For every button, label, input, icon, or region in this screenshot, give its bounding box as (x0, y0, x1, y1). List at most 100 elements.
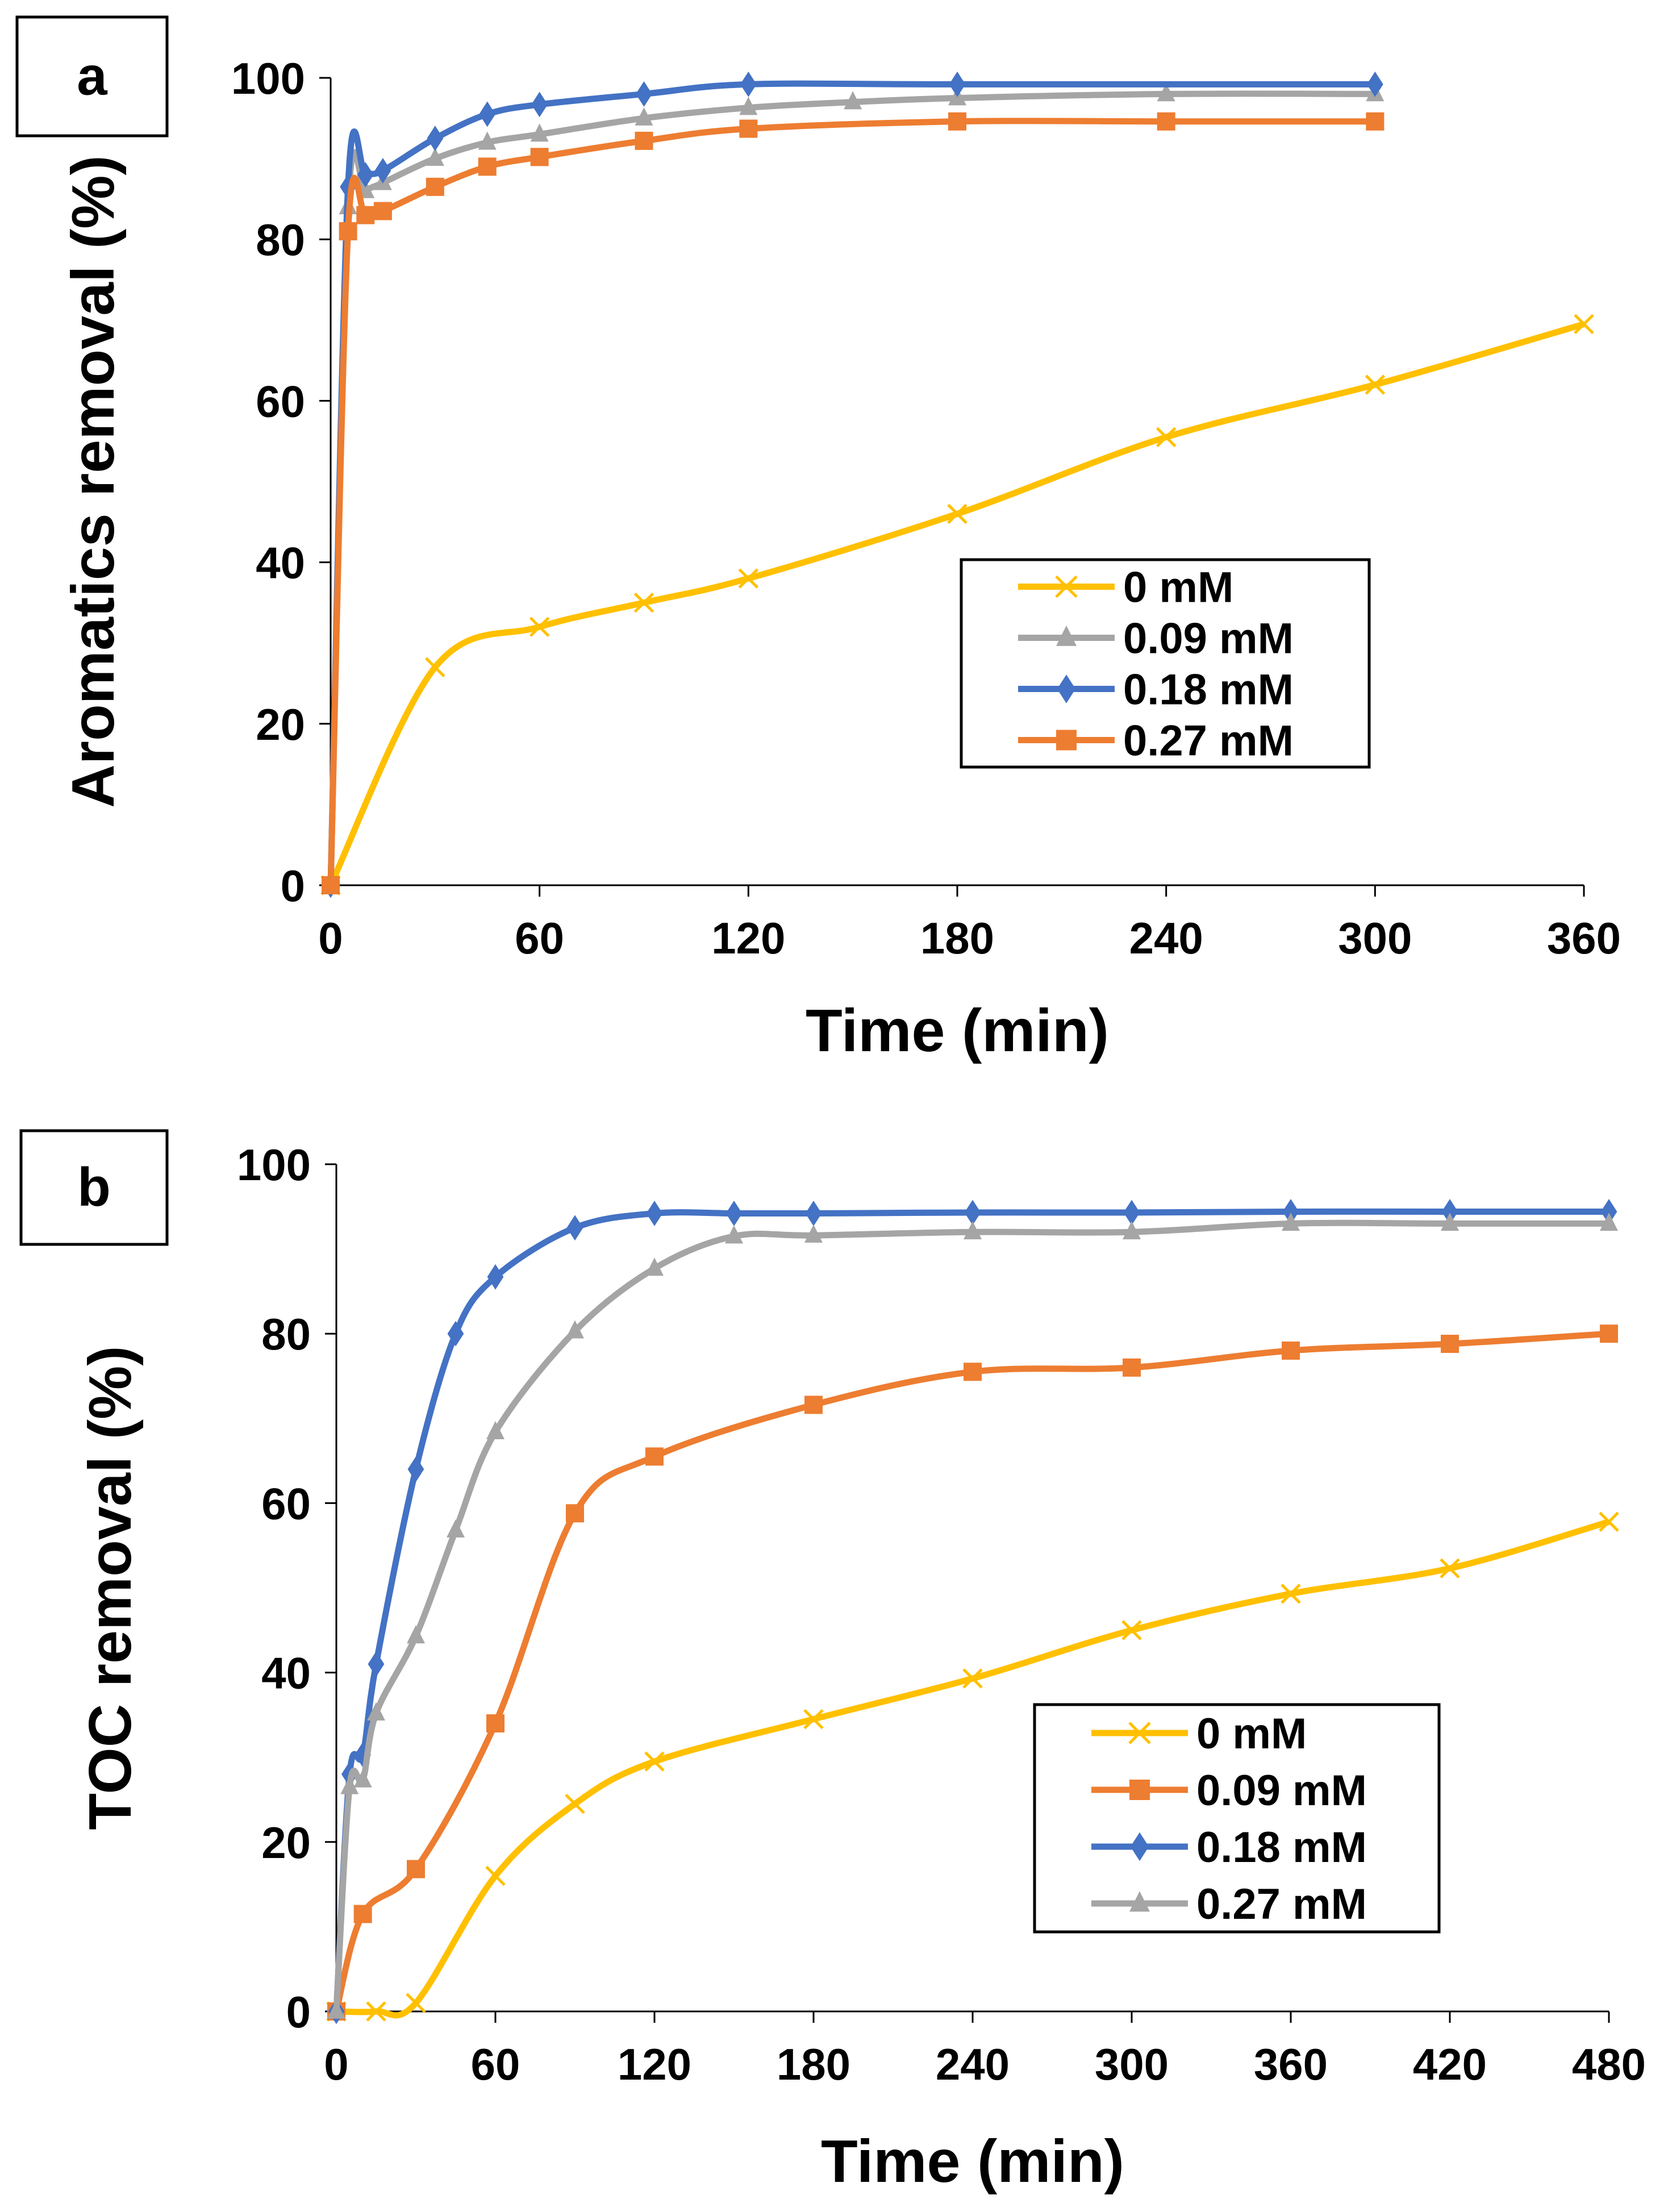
panel-label: b (77, 1157, 111, 1218)
marker-square (1129, 1780, 1150, 1800)
marker-triangle (804, 1224, 823, 1243)
x-tick-label: 480 (1572, 2039, 1646, 2089)
legend-label: 0 mM (1196, 1710, 1307, 1758)
marker-diamond (949, 71, 966, 97)
marker-x (1055, 575, 1078, 598)
marker-square (1441, 1335, 1459, 1353)
marker-diamond (1282, 1199, 1299, 1224)
marker-square (407, 1860, 425, 1878)
x-tick-label: 360 (1547, 913, 1621, 963)
legend-item: 0 mM (1091, 1710, 1307, 1758)
x-axis-title: Time (min) (806, 997, 1109, 1064)
legend-label: 0.09 mM (1123, 615, 1294, 663)
marker-square (1282, 1342, 1300, 1360)
marker-triangle (1056, 625, 1077, 646)
series-0-09-mM (322, 83, 1385, 893)
marker-x (565, 1793, 585, 1814)
marker-triangle (1282, 1213, 1300, 1231)
series-0-18-mM (322, 71, 1383, 898)
marker-triangle (353, 1769, 372, 1788)
x-tick-label: 180 (777, 2039, 850, 2089)
marker-triangle (426, 147, 444, 166)
y-tick-label: 40 (256, 538, 305, 588)
marker-diamond (1130, 1832, 1149, 1861)
legend-label: 0.27 mM (1123, 717, 1294, 765)
marker-triangle (1600, 1213, 1618, 1231)
marker-triangle (1441, 1213, 1459, 1231)
marker-square (530, 148, 549, 166)
x-tick-label: 240 (936, 2039, 1010, 2089)
panel-label: a (77, 46, 107, 107)
legend-item: 0.18 mM (1091, 1823, 1367, 1872)
series-0-09-mM (327, 1324, 1618, 2021)
marker-square (566, 1504, 584, 1523)
legend-item: 0 mM (1018, 564, 1233, 612)
x-tick-label: 300 (1095, 2039, 1169, 2089)
x-tick-label: 420 (1413, 2039, 1487, 2089)
x-tick-label: 0 (324, 2039, 348, 2089)
marker-diamond (531, 91, 548, 118)
marker-square (356, 206, 375, 224)
marker-diamond (740, 71, 757, 97)
marker-square (339, 222, 357, 240)
marker-triangle (725, 1225, 743, 1244)
x-tick-label: 300 (1338, 913, 1412, 963)
marker-diamond (1366, 71, 1383, 97)
marker-triangle (739, 97, 758, 115)
marker-x (1365, 374, 1386, 395)
marker-triangle (407, 1625, 425, 1644)
marker-square (739, 119, 758, 138)
series-0-mM (320, 314, 1594, 895)
y-tick-label: 80 (261, 1309, 311, 1359)
y-axis-title: TOC removal (%) (77, 1345, 144, 1830)
legend-box (960, 558, 1371, 769)
series-line (333, 1208, 1609, 2012)
marker-diamond (447, 1320, 464, 1347)
series-line (327, 118, 1375, 886)
y-tick-label: 100 (237, 1140, 311, 1190)
series-line (328, 321, 1585, 887)
legend: 0 mM0.09 mM0.18 mM0.27 mM (960, 558, 1371, 769)
marker-square (964, 1363, 982, 1381)
x-tick-label: 180 (920, 913, 994, 963)
marker-square (1366, 112, 1385, 131)
y-tick-label: 80 (256, 215, 305, 265)
legend-item: 0.27 mM (1091, 1880, 1367, 1928)
y-axis-title: Aromatics removal (%) (60, 155, 127, 808)
x-tick-label: 240 (1129, 913, 1203, 963)
marker-diamond (1057, 674, 1076, 703)
marker-square (426, 177, 444, 196)
series-line (336, 1518, 1610, 2019)
marker-square (1600, 1324, 1618, 1343)
marker-triangle (844, 91, 862, 110)
x-tick-label: 60 (471, 2039, 520, 2089)
y-tick-label: 100 (231, 53, 305, 103)
legend-label: 0.18 mM (1196, 1823, 1367, 1872)
marker-x (1281, 1584, 1301, 1604)
y-tick-label: 0 (281, 861, 305, 911)
marker-triangle (1157, 83, 1175, 102)
marker-diamond (374, 158, 391, 184)
marker-x (485, 1865, 506, 1886)
marker-diamond (407, 1456, 424, 1482)
marker-triangle (367, 1702, 385, 1721)
marker-x (529, 616, 550, 638)
panel-label-box (19, 1129, 169, 1246)
legend-label: 0.09 mM (1196, 1767, 1367, 1815)
chart-panel-a: a 0 20 40 60 80 100 0 60 120 180 240 300 360 Time (min… (15, 15, 1621, 1064)
marker-triangle (486, 1420, 504, 1439)
marker-square (373, 202, 392, 220)
marker-x (366, 2001, 386, 2022)
marker-triangle (645, 1257, 664, 1276)
legend-item: 0.18 mM (1018, 666, 1294, 714)
y-tick-label: 0 (286, 1987, 311, 2037)
marker-diamond (646, 1201, 663, 1226)
y-tick-label: 60 (256, 376, 305, 426)
x-tick-label: 60 (515, 913, 564, 963)
y-tick-label: 20 (256, 699, 305, 749)
legend-label: 0.27 mM (1196, 1880, 1367, 1928)
marker-x (1440, 1558, 1460, 1578)
marker-triangle (478, 131, 497, 150)
series-0-27-mM (322, 112, 1385, 894)
